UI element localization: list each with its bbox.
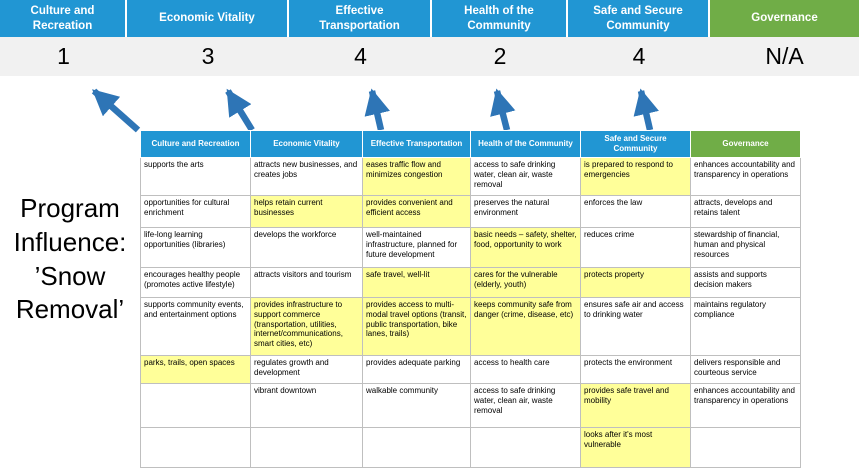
matrix-cell-highlighted: cares for the vulnerable (elderly, youth… (470, 267, 581, 298)
matrix-cell: assists and supports decision makers (690, 267, 801, 298)
matrix-cell (140, 427, 251, 468)
matrix-header-cell: Safe and Secure Community (580, 130, 691, 158)
summary-header-governance: Governance (710, 0, 859, 37)
matrix-cell (690, 427, 801, 468)
influence-arrow-icon (490, 88, 516, 131)
matrix-cell-highlighted: provides convenient and efficient access (362, 195, 471, 228)
matrix-row: looks after it's most vulnerable (140, 427, 801, 468)
matrix-cell-highlighted: is prepared to respond to emergencies (580, 157, 691, 196)
matrix-cell: enhances accountability and transparency… (690, 157, 801, 196)
matrix-header-cell: Culture and Recreation (140, 130, 251, 158)
matrix-header-cell: Economic Vitality (250, 130, 363, 158)
matrix-cell-highlighted: keeps community safe from danger (crime,… (470, 297, 581, 356)
matrix-cell-highlighted: parks, trails, open spaces (140, 355, 251, 384)
matrix-cell: protects the environment (580, 355, 691, 384)
matrix-cell: opportunities for cultural enrichment (140, 195, 251, 228)
matrix-cell: encourages healthy people (promotes acti… (140, 267, 251, 298)
matrix-cell-highlighted: provides access to multi-modal travel op… (362, 297, 471, 356)
matrix-cell: delivers responsible and courteous servi… (690, 355, 801, 384)
matrix-cell: vibrant downtown (250, 383, 363, 428)
summary-header-effective-transportation: Effective Transportation (289, 0, 430, 37)
matrix-cell: develops the workforce (250, 227, 363, 268)
matrix-cell: well-maintained infrastructure, planned … (362, 227, 471, 268)
matrix-cell: attracts, develops and retains talent (690, 195, 801, 228)
matrix-cell: supports community events, and entertain… (140, 297, 251, 356)
matrix-header-cell: Health of the Community (470, 130, 581, 158)
matrix-cell: access to safe drinking water, clean air… (470, 383, 581, 428)
matrix-cell: enhances accountability and transparency… (690, 383, 801, 428)
matrix-cell-highlighted: helps retain current businesses (250, 195, 363, 228)
matrix-row: opportunities for cultural enrichment hel… (140, 195, 801, 228)
matrix-row: parks, trails, open spaces regulates grow… (140, 355, 801, 384)
matrix-cell-highlighted: safe travel, well-lit (362, 267, 471, 298)
matrix-cell: enforces the law (580, 195, 691, 228)
score-economic-vitality: 3 (201, 43, 215, 69)
score-culture-and-recreation: 1 (57, 43, 70, 69)
matrix-header-cell: Governance (690, 130, 801, 158)
score-row: 1 3 4 2 4 N/A (0, 37, 859, 76)
score-safe-and-secure-community: 4 (632, 43, 646, 69)
matrix-cell (140, 383, 251, 428)
matrix-cell: access to health care (470, 355, 581, 384)
matrix-row: supports the arts attracts new businesses… (140, 157, 801, 196)
matrix-cell (362, 427, 471, 468)
score-health-of-the-community: 2 (493, 43, 507, 69)
matrix-cell: provides adequate parking (362, 355, 471, 384)
influence-matrix-table: Culture and Recreation Economic Vitality E… (140, 130, 801, 468)
matrix-cell: reduces crime (580, 227, 691, 268)
matrix-cell: supports the arts (140, 157, 251, 196)
matrix-cell (470, 427, 581, 468)
matrix-cell: walkable community (362, 383, 471, 428)
matrix-cell: attracts new businesses, and creates job… (250, 157, 363, 196)
score-governance: N/A (765, 43, 804, 69)
matrix-cell-highlighted: provides infrastructure to support comme… (250, 297, 363, 356)
influence-arrow-icon (91, 88, 141, 133)
matrix-cell-highlighted: looks after it's most vulnerable (580, 427, 691, 468)
matrix-header-cell: Effective Transportation (362, 130, 471, 158)
matrix-cell: ensures safe air and access to drinking … (580, 297, 691, 356)
influence-arrow-icon (633, 88, 659, 131)
summary-header-culture-and-recreation: Culture and Recreation (0, 0, 125, 37)
matrix-cell: preserves the natural environment (470, 195, 581, 228)
matrix-cell: life-long learning opportunities (librar… (140, 227, 251, 268)
summary-header-row: Culture and Recreation Economic Vitality… (0, 0, 859, 37)
matrix-row: encourages healthy people (promotes acti… (140, 267, 801, 298)
matrix-cell: maintains regulatory compliance (690, 297, 801, 356)
influence-arrow-icon (364, 88, 390, 131)
matrix-cell: stewardship of financial, human and phys… (690, 227, 801, 268)
matrix-cell: attracts visitors and tourism (250, 267, 363, 298)
score-effective-transportation: 4 (354, 43, 367, 69)
matrix-cell-highlighted: basic needs – safety, shelter, food, opp… (470, 227, 581, 268)
summary-header-safe-and-secure-community: Safe and Secure Community (568, 0, 708, 37)
summary-header-economic-vitality: Economic Vitality (127, 0, 287, 37)
matrix-body: supports the arts attracts new businesses… (140, 157, 801, 468)
matrix-row: life-long learning opportunities (librar… (140, 227, 801, 268)
matrix-row: supports community events, and entertain… (140, 297, 801, 356)
matrix-header-row: Culture and Recreation Economic Vitality E… (140, 130, 801, 158)
matrix-cell-highlighted: protects property (580, 267, 691, 298)
program-influence-label: Program Influence: ’Snow Removal’ (13, 193, 127, 325)
matrix-cell (250, 427, 363, 468)
matrix-cell-highlighted: eases traffic flow and minimizes congest… (362, 157, 471, 196)
matrix-row: vibrant downtown walkable community access… (140, 383, 801, 428)
matrix-cell-highlighted: provides safe travel and mobility (580, 383, 691, 428)
matrix-cell: access to safe drinking water, clean air… (470, 157, 581, 196)
matrix-cell: regulates growth and development (250, 355, 363, 384)
summary-header-health-of-the-community: Health of the Community (432, 0, 566, 37)
influence-arrows (91, 88, 659, 133)
influence-arrow-icon (225, 88, 255, 132)
